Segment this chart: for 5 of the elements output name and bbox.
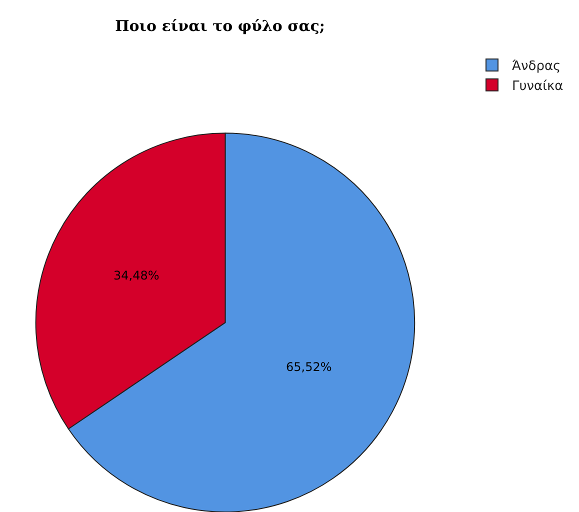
data-label: 65,52% — [286, 360, 332, 374]
chart-title: Ποιο είναι το φύλο σας; — [115, 16, 325, 35]
legend-label: Άνδρας — [512, 59, 561, 74]
data-label: 34,48% — [113, 268, 160, 282]
legend-label: Γυναίκα — [512, 78, 564, 94]
